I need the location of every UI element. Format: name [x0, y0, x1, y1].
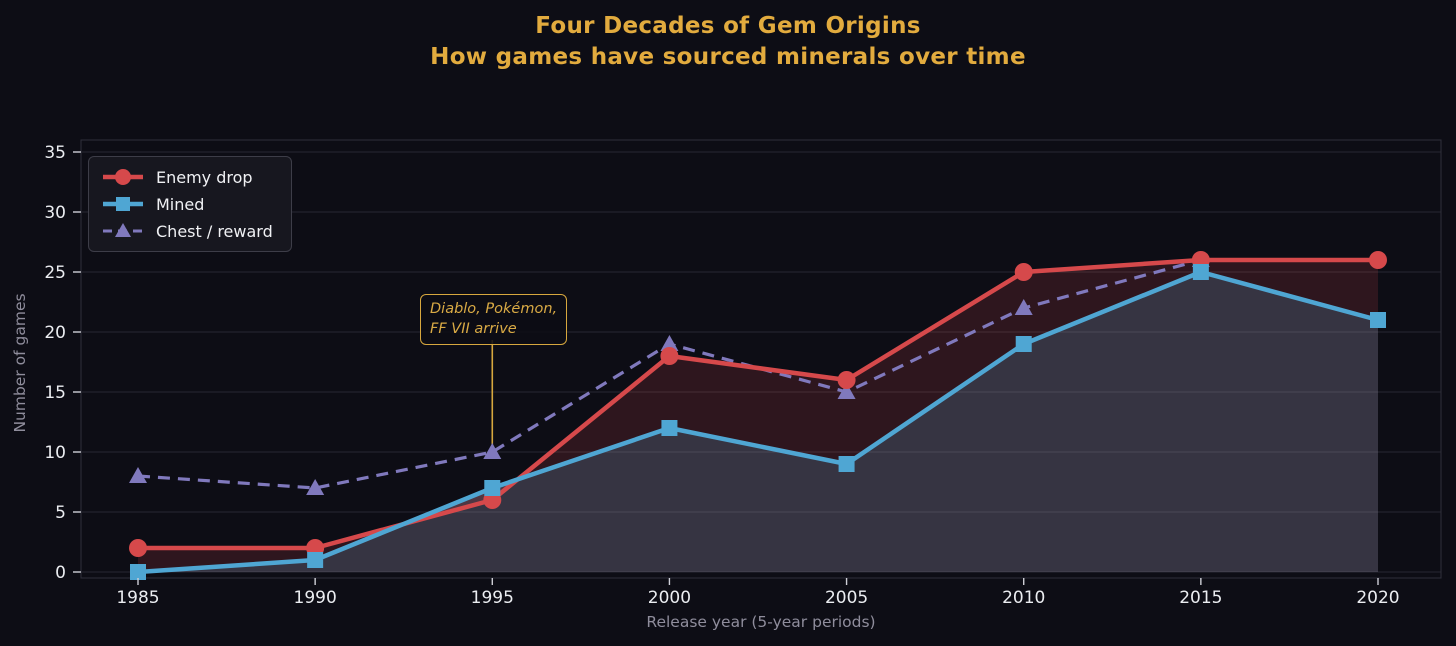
x-axis-label: Release year (5-year periods) — [646, 613, 875, 631]
x-tick-label: 1990 — [294, 588, 337, 608]
data-point-marker-mined — [1370, 312, 1386, 328]
y-tick-label: 0 — [55, 563, 66, 583]
x-tick-label: 2020 — [1356, 588, 1399, 608]
legend-item-chest-reward: Chest / reward — [102, 220, 278, 242]
y-tick-label: 35 — [44, 143, 66, 163]
annotation-box: Diablo, Pokémon, FF VII arrive — [420, 294, 568, 345]
data-point-marker-enemy-drop — [129, 539, 147, 557]
data-point-marker-enemy-drop — [1014, 263, 1033, 281]
data-point-marker-mined — [661, 420, 678, 436]
legend-label: Mined — [156, 194, 205, 214]
data-point-marker-chest-reward — [1014, 299, 1033, 315]
x-tick-label: 2000 — [648, 588, 691, 608]
annotation-line2: FF VII arrive — [430, 321, 517, 338]
y-tick-label: 10 — [44, 443, 66, 463]
data-point-marker-mined — [130, 564, 146, 580]
data-point-marker-mined — [307, 552, 324, 568]
legend-marker-enemy-drop-icon — [103, 169, 143, 185]
y-tick-label: 20 — [44, 323, 66, 343]
legend-marker-chest-reward-icon — [103, 223, 143, 237]
series-line-enemy-drop — [138, 257, 1378, 551]
y-tick-label: 25 — [44, 263, 66, 283]
data-point-marker-mined — [484, 480, 501, 496]
y-tick-label: 15 — [44, 383, 66, 403]
legend-label: Chest / reward — [156, 221, 273, 241]
data-point-marker-mined — [1015, 336, 1032, 352]
data-point-marker-enemy-drop — [1369, 251, 1387, 269]
data-point-marker-chest-reward — [660, 335, 679, 351]
legend: Enemy drop Mined Chest / reward — [88, 156, 292, 252]
data-point-marker-chest-reward — [483, 443, 502, 459]
data-point-marker-chest-reward — [306, 479, 325, 495]
area-fill-enemy-mined — [138, 260, 1378, 572]
series-line-mined — [137, 269, 1379, 575]
annotation-line1: Diablo, Pokémon, — [430, 301, 558, 317]
plot-border — [80, 139, 1442, 579]
y-axis-label: Number of games — [11, 293, 29, 432]
data-point-marker-chest-reward — [837, 383, 856, 399]
legend-label: Enemy drop — [156, 167, 253, 187]
x-tick-label: 2015 — [1179, 588, 1222, 608]
legend-item-mined: Mined — [102, 193, 278, 215]
chart-title-line2: How games have sourced minerals over tim… — [430, 44, 1026, 70]
x-tick-label: 1985 — [116, 588, 159, 608]
data-point-marker-chest-reward — [129, 467, 147, 483]
area-fill-mined — [138, 272, 1378, 572]
x-tick-label: 2005 — [825, 588, 868, 608]
data-point-marker-enemy-drop — [660, 347, 679, 365]
y-tick-label: 30 — [44, 203, 66, 223]
data-point-marker-mined — [838, 456, 855, 472]
data-point-marker-mined — [1192, 264, 1209, 280]
chart-title-line1: Four Decades of Gem Origins — [535, 13, 921, 39]
data-point-marker-enemy-drop — [837, 371, 856, 389]
y-tick-label: 5 — [55, 503, 66, 523]
x-tick-label: 1995 — [471, 588, 514, 608]
chart-title: Four Decades of Gem Origins How games ha… — [0, 11, 1456, 73]
legend-item-enemy-drop: Enemy drop — [102, 166, 278, 188]
legend-marker-mined-icon — [103, 197, 143, 211]
x-tick-label: 2010 — [1002, 588, 1045, 608]
